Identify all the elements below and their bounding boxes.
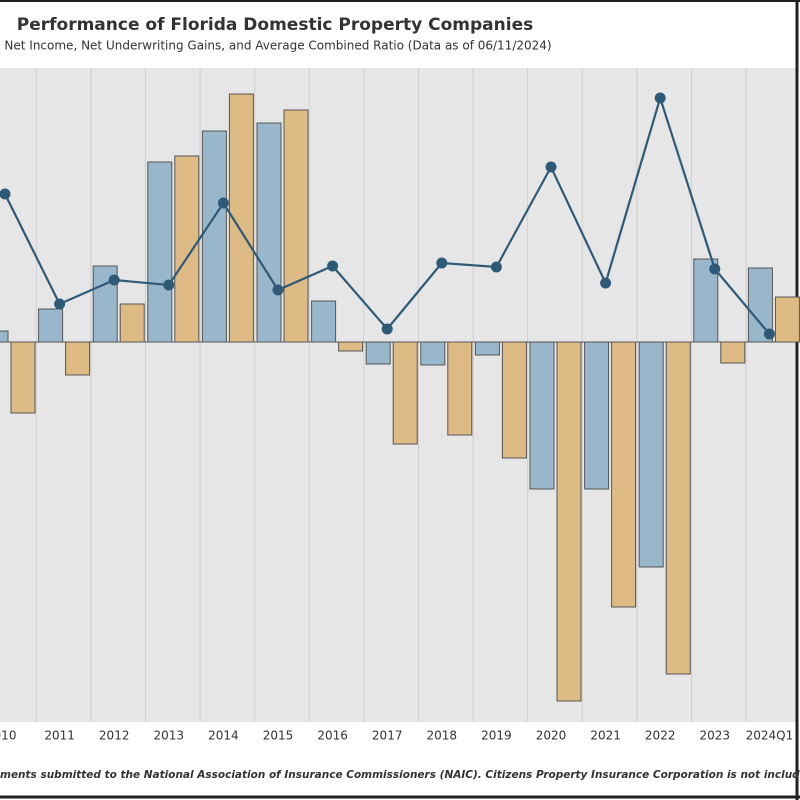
bar [447,341,473,436]
bar [119,303,145,343]
bar [174,155,200,343]
x-tick-label: 2024Q1 [746,729,794,743]
point [163,279,175,291]
bar [256,122,282,343]
point [436,257,448,269]
x-tick-label: 2016 [317,729,348,743]
bar [201,130,227,343]
bar [338,341,364,352]
point [600,277,612,289]
bar [501,341,527,459]
footnote: ments submitted to the National Associat… [0,769,800,781]
bar [392,341,418,445]
bar [638,341,664,568]
point [490,261,502,273]
bar [311,300,337,343]
point [327,260,339,272]
point [709,263,721,275]
point [54,298,66,310]
point [0,188,11,200]
x-tick-label: 2014 [208,729,239,743]
chart-subtitle: Net Income, Net Underwriting Gains, and … [4,39,551,53]
x-tick-label: 2023 [700,729,731,743]
bar [0,330,9,343]
x-tick-label: 2015 [263,729,294,743]
bar [611,341,637,608]
bar [556,341,582,702]
bar [720,341,746,364]
x-tick-label: 2011 [44,729,75,743]
point [272,284,284,296]
x-tick-label: 2018 [427,729,458,743]
bar [283,109,309,343]
bar [65,341,91,376]
x-tick-label: 2012 [99,729,130,743]
bar [420,341,446,366]
x-tick-label: 2020 [536,729,567,743]
chart-title: Performance of Florida Domestic Property… [17,15,533,35]
point [217,197,229,209]
bar [584,341,610,490]
bar [147,161,173,343]
point [108,274,120,286]
x-tick-label: 2019 [481,729,512,743]
bar [474,341,500,356]
x-tick-label: 2021 [590,729,621,743]
bar [774,296,800,343]
point [545,161,557,173]
point [381,323,393,335]
bar [38,308,64,343]
point [654,92,666,104]
bar [529,341,555,490]
bar [365,341,391,365]
x-tick-label: 010 [0,729,16,743]
point [763,328,775,340]
bar [665,341,691,675]
bar [10,341,36,414]
x-tick-label: 2022 [645,729,676,743]
x-tick-label: 2013 [154,729,185,743]
x-tick-label: 2017 [372,729,403,743]
